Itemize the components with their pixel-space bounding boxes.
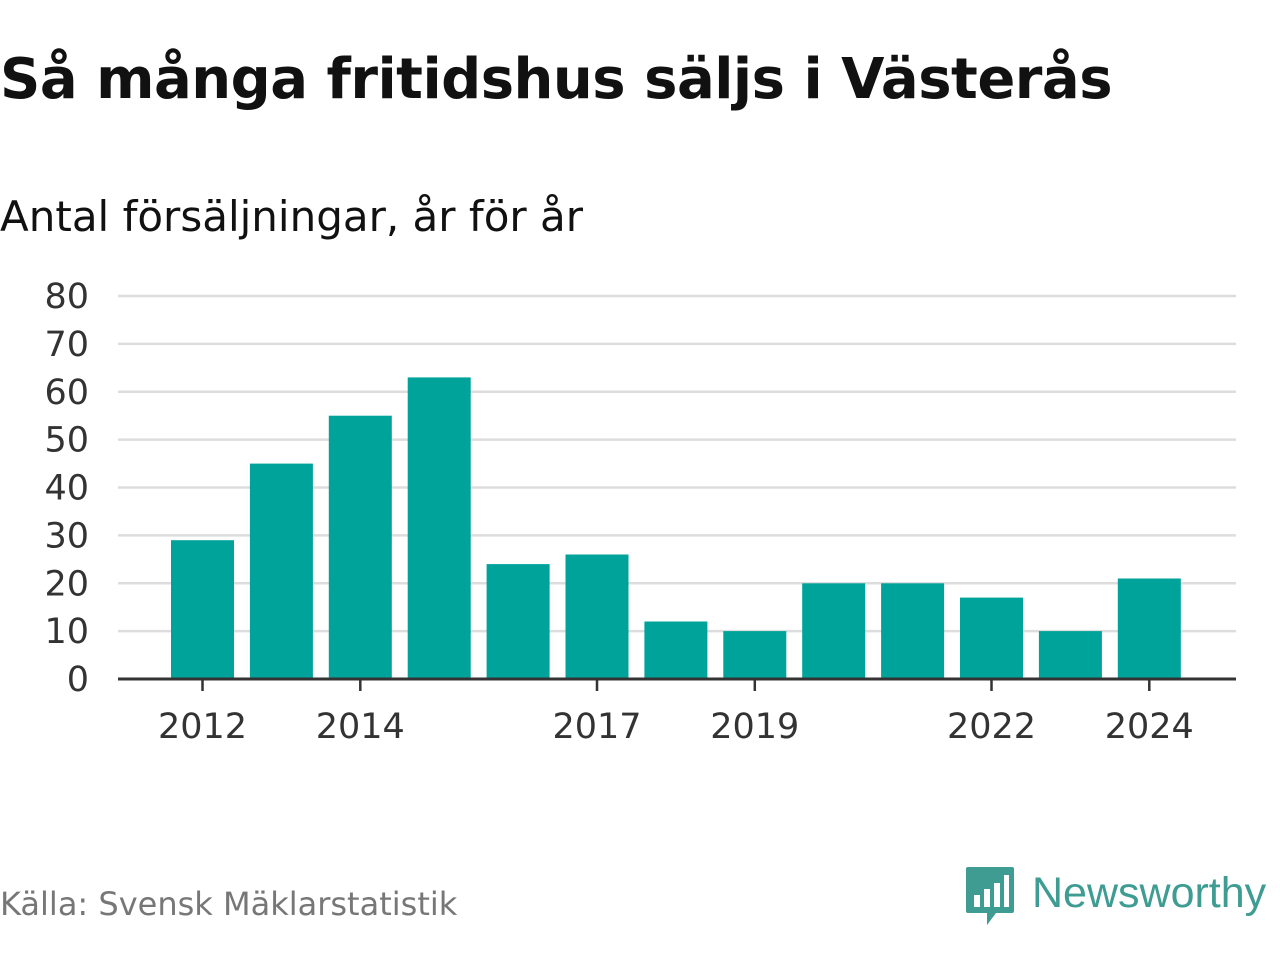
- bar-2020: [802, 583, 866, 680]
- bar-2015: [407, 377, 471, 679]
- bar-2019: [723, 631, 787, 679]
- y-tick-label: 60: [44, 373, 89, 413]
- source-note: Källa: Svensk Mäklarstatistik: [0, 885, 458, 923]
- y-tick-label: 30: [44, 516, 89, 556]
- y-tick-label: 20: [44, 564, 89, 604]
- x-tick-label: 2019: [710, 707, 799, 747]
- bar-2012: [171, 540, 234, 679]
- bar-2021: [881, 583, 945, 680]
- chart-subtitle: Antal försäljningar, år för år: [0, 192, 584, 241]
- x-tick-label: 2014: [316, 707, 405, 747]
- bars: [171, 377, 1181, 680]
- y-tick-label: 80: [44, 277, 89, 317]
- brand-logo-group: Newsworthy: [964, 864, 1266, 928]
- gridlines: [118, 294, 1236, 633]
- brand-name: Newsworthy: [1032, 869, 1267, 917]
- bar-2022: [960, 597, 1023, 679]
- bar-2016: [486, 564, 550, 679]
- bar-2013: [249, 463, 313, 679]
- chart-title: Så många fritidshus säljs i Västerås: [0, 47, 1113, 112]
- newsworthy-logo-icon: [966, 867, 1014, 925]
- x-tick-label: 2012: [158, 707, 247, 747]
- x-tick-label: 2022: [947, 707, 1036, 747]
- y-tick-label: 0: [67, 660, 89, 700]
- x-tick-label: 2024: [1105, 707, 1194, 747]
- bar-2014: [328, 415, 392, 679]
- bar-2018: [644, 621, 708, 679]
- y-axis-tick-labels: 0 10 20 30 40 50 60 70 80: [44, 277, 89, 700]
- x-axis: [118, 677, 1236, 691]
- y-tick-label: 10: [44, 612, 89, 652]
- bar-2017: [565, 554, 629, 679]
- bar-2024: [1117, 578, 1181, 679]
- y-tick-label: 70: [44, 325, 89, 365]
- x-tick-label: 2017: [552, 707, 641, 747]
- bar-2023: [1038, 631, 1102, 679]
- y-tick-label: 40: [44, 469, 89, 509]
- y-tick-label: 50: [44, 421, 89, 461]
- x-axis-tick-labels: 2012 2014 2017 2019 2022 2024: [158, 707, 1194, 747]
